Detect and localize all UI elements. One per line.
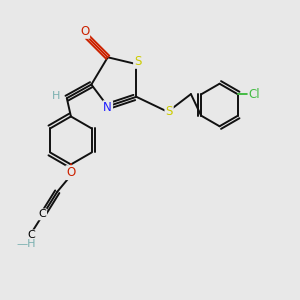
Text: C: C [28,230,35,240]
Text: —H: —H [16,239,36,249]
Text: O: O [80,25,89,38]
Text: S: S [134,55,141,68]
Text: H: H [52,91,61,101]
Text: C: C [38,209,46,219]
Text: O: O [66,166,76,179]
Text: Cl: Cl [248,88,260,101]
Text: N: N [103,101,112,114]
Text: S: S [165,105,173,118]
